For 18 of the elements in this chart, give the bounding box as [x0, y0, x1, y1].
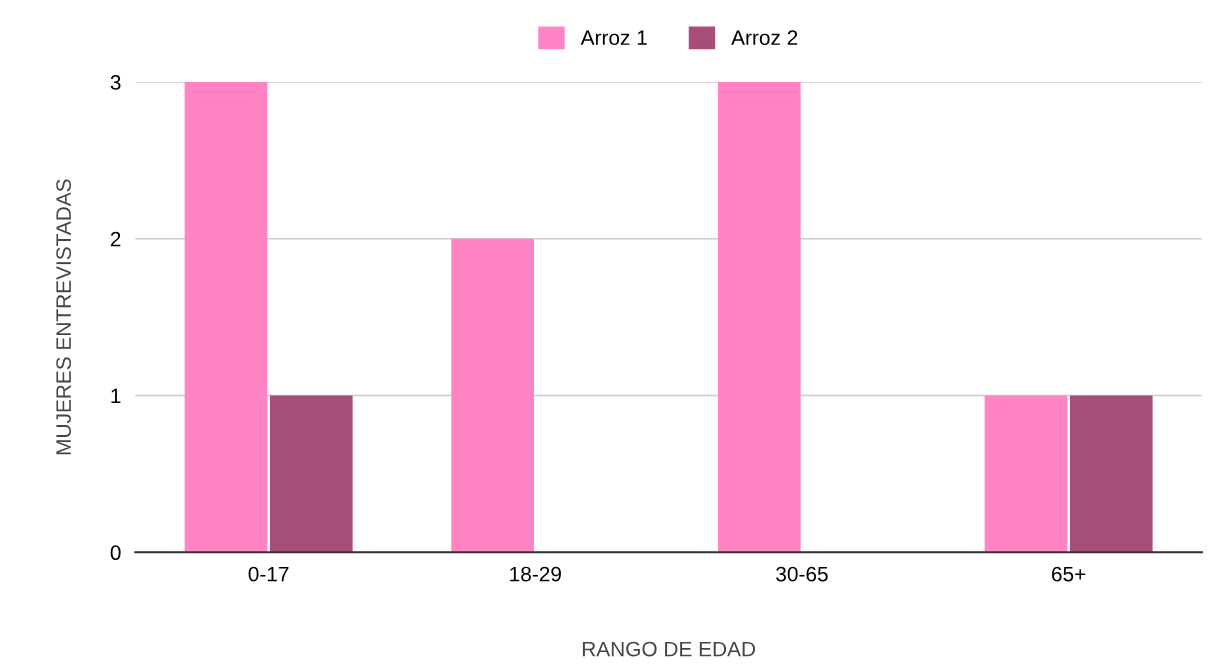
y-tick-label: 1 [111, 388, 121, 404]
bar [451, 238, 534, 553]
legend-label: Arroz 1 [580, 30, 647, 46]
bar [984, 395, 1068, 553]
y-axis-title: MUJERES ENTREVISTADAS [56, 179, 71, 455]
bar [184, 82, 268, 553]
y-tick-label: 3 [110, 75, 121, 90]
y-tick-label: 0 [110, 545, 121, 561]
x-tick-label: 65+ [1051, 566, 1086, 582]
x-tick-label: 30-65 [776, 566, 828, 582]
bar [717, 82, 801, 553]
x-axis-title: RANGO DE EDAD [582, 641, 756, 657]
x-tick-label: 0-17 [248, 566, 289, 582]
y-tick-label: 2 [110, 231, 121, 247]
x-tick-label: 18-29 [510, 566, 561, 582]
bar [1069, 395, 1153, 553]
legend-label: Arroz 2 [731, 30, 798, 46]
bar [269, 395, 353, 553]
